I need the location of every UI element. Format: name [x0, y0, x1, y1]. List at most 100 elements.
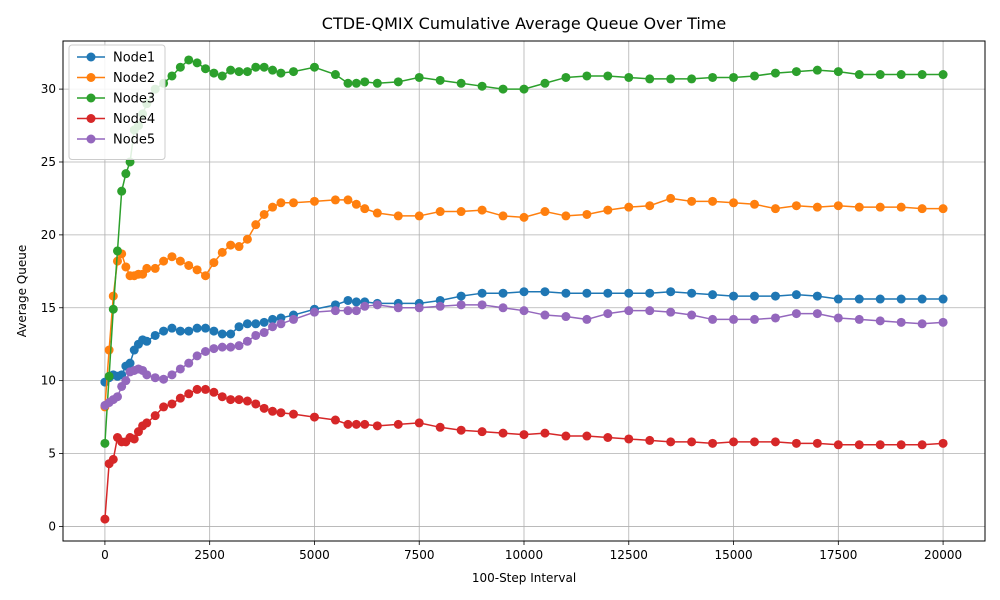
data-point-node1: [192, 323, 202, 333]
data-point-node5: [351, 306, 361, 316]
data-point-node1: [708, 290, 718, 300]
data-point-node4: [192, 384, 202, 394]
data-point-node5: [226, 342, 236, 352]
data-point-node5: [875, 316, 885, 326]
data-point-node5: [276, 319, 286, 329]
data-point-node3: [276, 68, 286, 78]
data-point-node1: [242, 319, 252, 329]
data-point-node1: [666, 287, 676, 297]
data-point-node1: [234, 322, 244, 332]
data-point-node5: [242, 336, 252, 346]
legend-swatch-marker: [86, 52, 96, 62]
data-point-node4: [343, 419, 353, 429]
data-point-node5: [200, 347, 210, 356]
data-point-node2: [770, 204, 780, 214]
data-point-node2: [624, 202, 634, 212]
x-axis-title: 100-Step Interval: [472, 571, 576, 585]
data-point-node2: [259, 209, 269, 219]
data-point-node1: [217, 329, 227, 339]
data-point-node1: [167, 323, 177, 333]
data-point-node2: [938, 204, 948, 214]
data-point-node4: [330, 415, 340, 425]
data-point-node4: [477, 427, 487, 437]
data-point-node3: [175, 62, 185, 72]
grid: [63, 41, 985, 541]
data-point-node3: [938, 70, 948, 80]
data-point-node2: [104, 345, 114, 355]
data-point-node3: [561, 72, 571, 82]
data-point-node3: [854, 70, 864, 80]
data-point-node1: [519, 287, 529, 297]
data-point-node3: [875, 70, 885, 80]
data-point-node5: [167, 370, 177, 380]
data-point-node5: [289, 314, 298, 324]
data-point-node2: [268, 202, 278, 212]
data-point-node1: [791, 290, 801, 300]
y-tick-label: 25: [41, 155, 56, 169]
x-tick-label: 12500: [610, 548, 648, 562]
data-point-node1: [200, 323, 210, 333]
x-tick-label: 17500: [819, 548, 857, 562]
data-point-node2: [175, 256, 185, 266]
legend: Node1 Node2 Node3 Node4 Node5: [68, 44, 166, 160]
data-point-node2: [226, 240, 236, 250]
data-point-node2: [708, 196, 718, 206]
data-point-node2: [393, 211, 403, 221]
data-point-node5: [309, 307, 319, 317]
data-point-node3: [226, 65, 236, 75]
legend-label: Node2: [113, 71, 155, 86]
data-point-node2: [854, 202, 864, 212]
data-point-node5: [791, 309, 801, 319]
data-point-node1: [142, 336, 152, 346]
data-point-node2: [540, 207, 550, 217]
legend-item-node4: Node4: [77, 112, 155, 127]
data-point-node5: [251, 330, 261, 340]
data-point-node1: [812, 291, 822, 301]
data-point-node5: [854, 314, 864, 324]
data-point-node3: [289, 67, 298, 77]
data-point-node2: [251, 220, 261, 230]
data-point-node3: [414, 72, 424, 82]
data-point-node4: [100, 514, 110, 524]
data-point-node3: [184, 55, 194, 65]
data-point-node5: [372, 300, 382, 310]
data-point-node4: [603, 433, 613, 442]
data-point-node4: [142, 418, 152, 428]
data-point-node1: [750, 291, 759, 301]
data-point-node3: [200, 64, 210, 74]
data-point-node3: [372, 78, 382, 88]
data-point-node2: [108, 291, 118, 301]
data-point-node1: [875, 294, 885, 304]
legend-label: Node4: [113, 112, 155, 127]
data-point-node4: [875, 440, 885, 450]
data-point-node5: [142, 370, 152, 380]
data-point-node1: [603, 288, 613, 298]
data-point-node4: [175, 393, 185, 403]
data-point-node2: [687, 196, 697, 206]
data-point-node2: [200, 271, 210, 281]
data-point-node4: [812, 438, 822, 448]
data-point-node4: [582, 431, 592, 441]
data-point-node2: [289, 198, 298, 208]
data-point-node3: [498, 84, 508, 94]
data-point-node1: [624, 288, 634, 298]
data-point-node4: [540, 428, 550, 438]
axis-ticks: 0 2500 5000 7500 10000 12500 15000 17500 20000 0 5…: [41, 82, 962, 562]
data-point-node5: [209, 344, 219, 354]
data-point-node3: [833, 67, 843, 77]
data-point-node4: [750, 437, 759, 447]
data-point-node3: [435, 75, 445, 85]
legend-swatch-marker: [86, 93, 96, 103]
x-tick-label: 20000: [924, 548, 962, 562]
y-tick-label: 20: [41, 228, 56, 242]
data-point-node4: [561, 431, 571, 441]
data-point-node2: [192, 265, 202, 275]
data-point-node1: [540, 287, 550, 297]
data-point-node4: [854, 440, 864, 450]
data-point-node3: [540, 78, 550, 88]
data-point-node5: [330, 306, 340, 316]
data-point-node2: [159, 256, 169, 266]
data-point-node1: [561, 288, 571, 298]
legend-swatch-marker: [86, 73, 96, 82]
